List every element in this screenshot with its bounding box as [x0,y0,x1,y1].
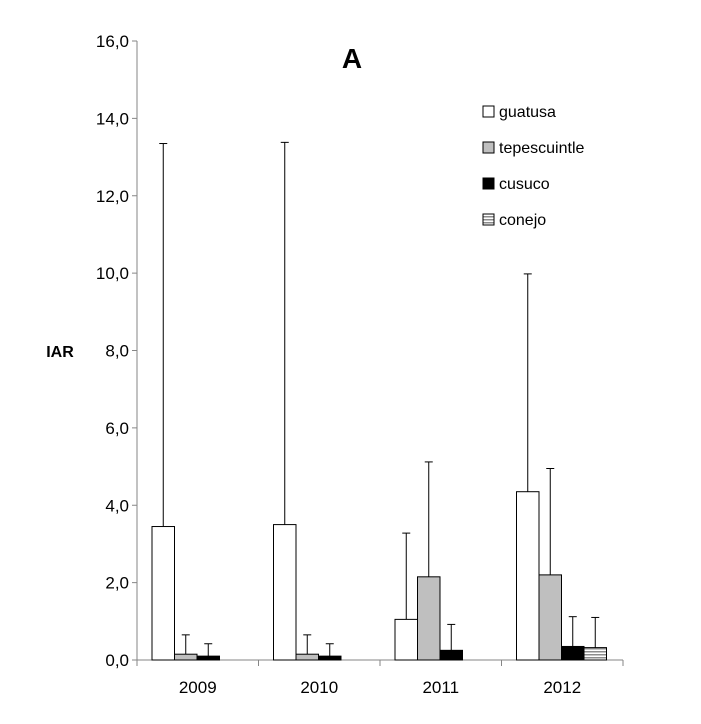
bar-cusuco-2011 [439,649,463,661]
bar-tepescuintle-2011 [417,576,441,661]
x-tick-label: 2012 [543,678,581,697]
y-tick-label: 12,0 [96,187,129,206]
bar-guatusa-2009 [151,526,175,661]
bar-cusuco-2009 [196,655,220,661]
y-tick-label: 6,0 [105,419,129,438]
legend-label: guatusa [499,104,556,121]
legend-swatch [482,177,495,190]
y-tick-label: 8,0 [105,342,129,361]
bar-guatusa-2011 [394,618,418,661]
bar-cusuco-2012 [561,645,585,661]
y-tick-label: 4,0 [105,496,129,515]
bar-tepescuintle-2009 [174,653,198,661]
legend-label: tepescuintle [499,140,584,157]
legend-swatch [482,213,495,226]
bar-tepescuintle-2012 [538,574,562,661]
y-tick-label: 0,0 [105,651,129,670]
bar-cusuco-2010 [318,655,342,661]
axes: 0,0 2,0 4,0 6,0 8,0 10,0 12,0 14,0 16,0 2009 2010 2… [96,32,624,697]
bar-guatusa-2010 [273,524,297,661]
legend-label: conejo [499,212,546,229]
x-tick-label: 2010 [300,678,338,697]
chart-title: A [342,43,362,74]
legend-swatch [482,141,495,154]
y-tick-label: 14,0 [96,109,129,128]
y-tick-label: 16,0 [96,32,129,51]
y-tick-label: 2,0 [105,574,129,593]
bar-tepescuintle-2010 [295,653,319,661]
legend: guatusa tepescuintle cusuco conejo [482,104,584,229]
legend-swatch [482,105,495,118]
bar-conejo-2012 [583,647,607,661]
x-tick-label: 2009 [179,678,217,697]
y-axis-label: IAR [46,344,74,361]
x-tick-label: 2011 [422,678,459,697]
bars-group [151,141,607,661]
bar-guatusa-2012 [516,491,540,661]
legend-label: cusuco [499,176,550,193]
y-tick-label: 10,0 [96,264,129,283]
